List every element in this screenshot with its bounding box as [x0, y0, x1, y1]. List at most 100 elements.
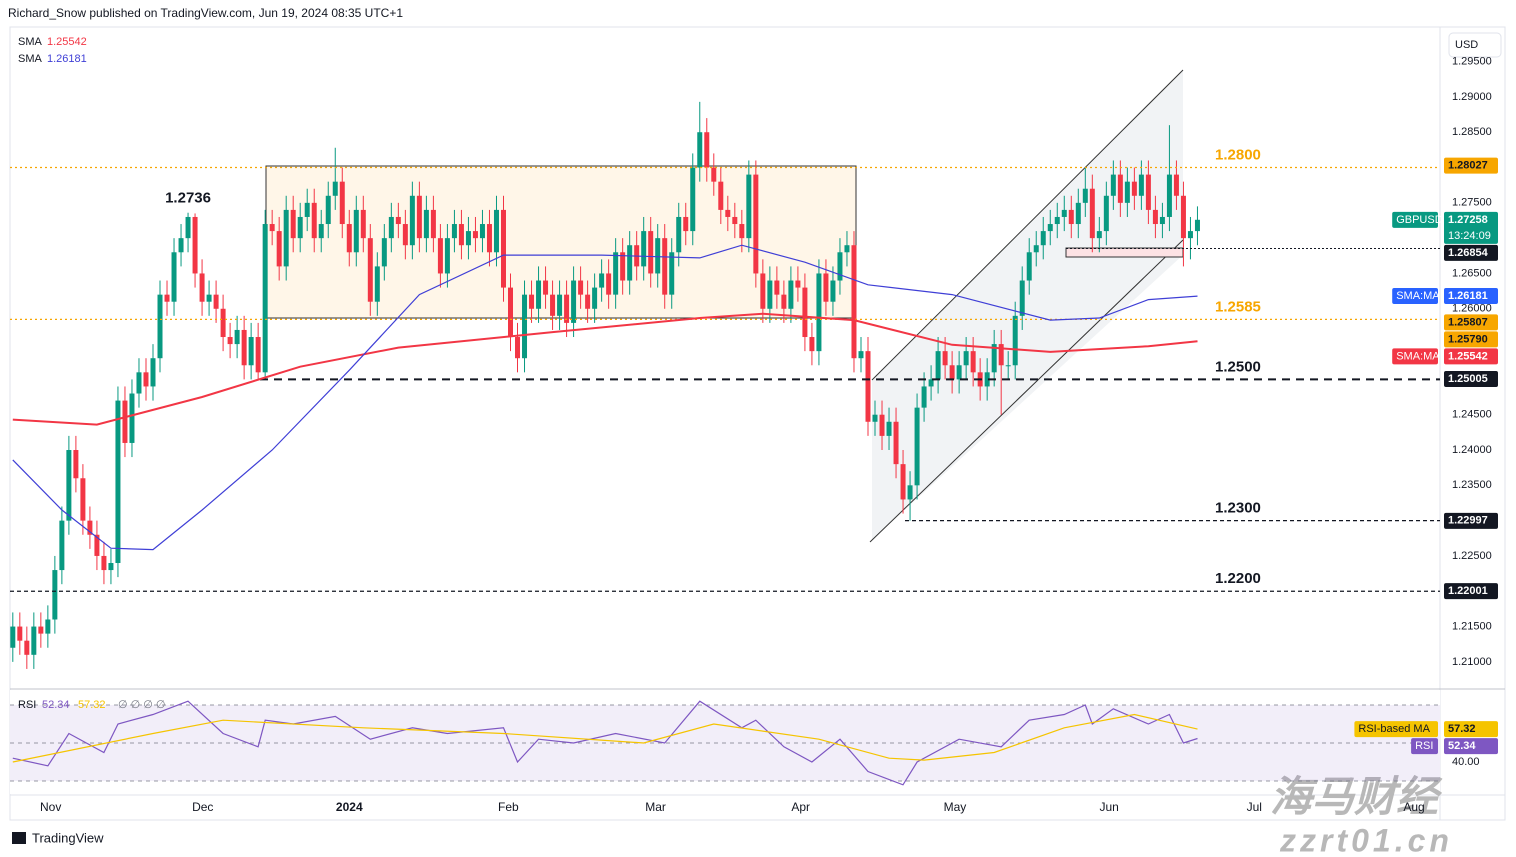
candle-body: [655, 238, 661, 274]
candle-body: [802, 287, 808, 338]
candle-body: [31, 626, 37, 655]
annotation: 1.2736: [165, 190, 211, 207]
candle-body: [683, 216, 689, 232]
candle-body: [24, 640, 30, 655]
price-tag: [1444, 211, 1498, 244]
candle-body: [984, 372, 990, 387]
candle-body: [991, 344, 997, 373]
channel-fill: [872, 70, 1183, 540]
candle-body: [592, 287, 598, 309]
candle-body: [255, 337, 261, 373]
byline: Richard_Snow published on TradingView.co…: [8, 6, 403, 20]
candle-body: [101, 555, 107, 571]
candle-body: [206, 294, 212, 302]
currency-button[interactable]: [1448, 32, 1502, 58]
x-tick-label: Mar: [645, 800, 666, 814]
price-tag-name: RSI: [1415, 740, 1433, 752]
candle-body: [458, 224, 464, 246]
candle-body: [886, 421, 892, 436]
candle-body: [402, 224, 408, 246]
candle-body: [774, 280, 780, 295]
candle-body: [451, 224, 457, 239]
candle-body: [171, 252, 177, 302]
candle-body: [865, 351, 871, 422]
candle-body: [753, 174, 759, 274]
rsi-pane: [10, 690, 1440, 794]
candle-body: [73, 450, 79, 479]
price-tag-name: GBPUSD: [1396, 214, 1443, 226]
candle-body: [409, 195, 415, 246]
price-tag: [1444, 314, 1498, 331]
candle-body: [1173, 174, 1179, 196]
price-tag-value: 57.32: [1448, 723, 1476, 735]
price-tag: [1444, 583, 1498, 600]
x-tick-label: May: [944, 800, 967, 814]
candle-body: [809, 337, 815, 352]
candle-body: [858, 351, 864, 359]
legend-name: SMA: [18, 36, 43, 48]
candle-body: [1012, 315, 1018, 366]
legend-title: RSI: [18, 699, 36, 711]
candle-body: [1040, 231, 1046, 246]
currency[interactable]: USD: [1455, 39, 1478, 51]
candle-body: [557, 294, 563, 316]
y-tick-label: 1.21500: [1452, 620, 1492, 632]
y-tick-label: 1.23500: [1452, 479, 1492, 491]
price-tag-name: RSI-based MA: [1358, 723, 1430, 735]
candle-body: [788, 280, 794, 309]
candle-body: [1124, 181, 1130, 203]
price-tag-name-box: [1392, 211, 1438, 228]
support-zone: [1065, 247, 1184, 258]
candle-body: [395, 216, 401, 225]
candle-body: [290, 209, 296, 239]
price-tag-value: 1.25790: [1448, 333, 1488, 345]
candle-body: [136, 372, 142, 394]
candle-body: [900, 464, 906, 500]
candle-body: [143, 372, 149, 387]
candle-body: [830, 280, 836, 302]
y-tick-label: 40.00: [1452, 756, 1480, 768]
price-tag-name-box: [1354, 721, 1438, 738]
candle-body: [620, 252, 626, 281]
y-tick-label: 1.21000: [1452, 656, 1492, 668]
candle-body: [150, 358, 156, 387]
candle-body: [367, 238, 373, 302]
x-tick-label: Aug: [1403, 800, 1424, 814]
legend-value: 1.26181: [47, 53, 87, 65]
candle-body: [816, 273, 822, 352]
x-tick-label: Apr: [791, 800, 810, 814]
candle-body: [732, 216, 738, 225]
candle-body: [1047, 224, 1053, 232]
candle-body: [578, 280, 584, 295]
candle-body: [269, 224, 275, 232]
candle-body: [108, 563, 114, 571]
legend-value: 57.32: [78, 699, 106, 711]
price-tag-name-box: [1392, 348, 1438, 365]
candle-body: [17, 626, 23, 641]
candle-body: [949, 365, 955, 380]
candle-body: [1019, 280, 1025, 316]
candle-body: [430, 209, 436, 239]
y-tick-label: 1.24000: [1452, 444, 1492, 456]
candle-body: [970, 351, 976, 373]
candle-body: [346, 224, 352, 253]
candle-body: [164, 294, 170, 302]
price-tag-value: 1.26181: [1448, 290, 1488, 302]
candle-body: [963, 351, 969, 366]
candle-body: [767, 280, 773, 309]
candle-body: [1194, 219, 1200, 232]
candle-body: [704, 132, 710, 168]
x-tick-label: Jul: [1247, 800, 1262, 814]
candle-body: [38, 626, 44, 634]
channel-upper: [871, 69, 1184, 381]
price-tag: [1444, 244, 1498, 261]
candle-body: [66, 450, 72, 521]
price-tag-name: SMA:MA: [1396, 350, 1440, 362]
candle-body: [374, 266, 380, 302]
candle-body: [1096, 231, 1102, 239]
candle-body: [1138, 174, 1144, 196]
candle-body: [1068, 209, 1074, 225]
candle-body: [388, 216, 394, 239]
candle-body: [599, 273, 605, 288]
price-tag-value: 1.22997: [1448, 515, 1488, 527]
